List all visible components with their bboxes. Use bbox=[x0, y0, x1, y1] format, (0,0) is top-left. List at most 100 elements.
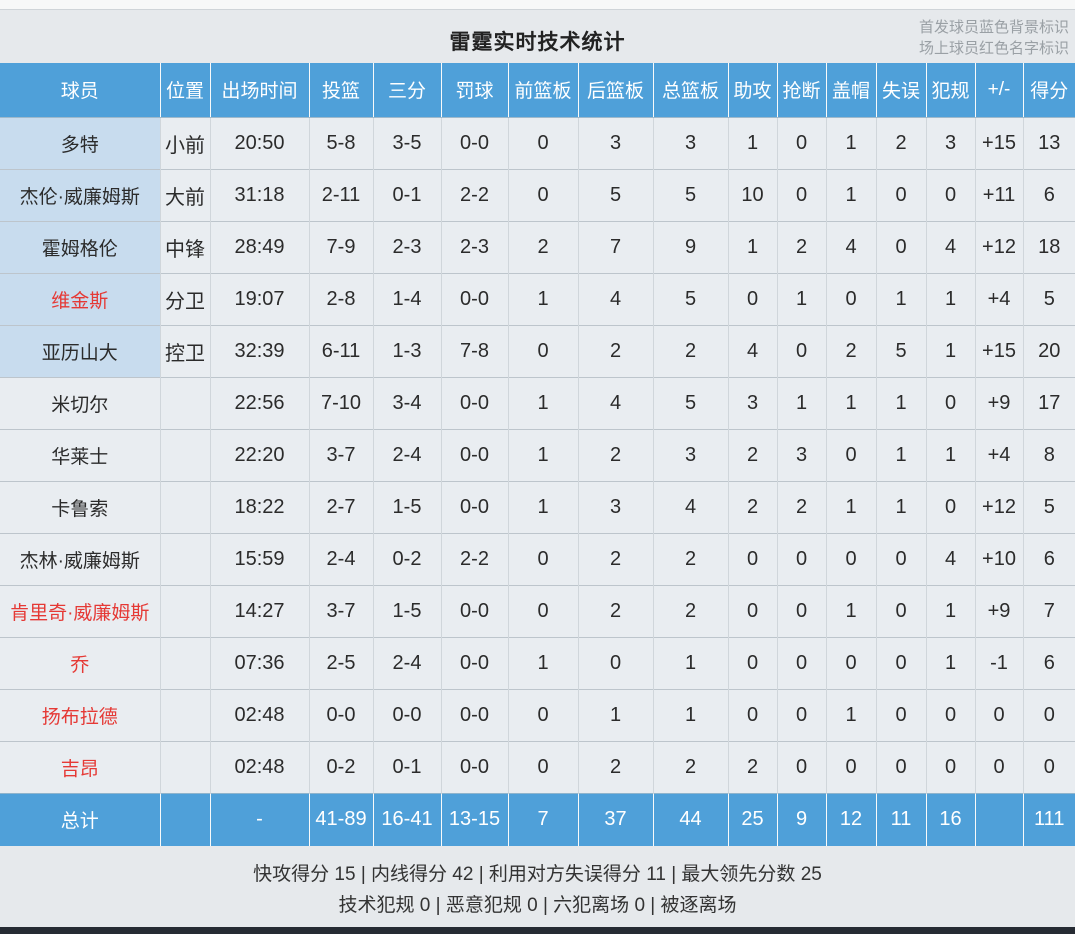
stat-cell: 大前 bbox=[160, 168, 211, 221]
stat-cell: 1 bbox=[926, 272, 976, 325]
stat-cell: +12 bbox=[975, 480, 1024, 533]
stat-cell: 7-10 bbox=[309, 376, 374, 429]
stat-cell: 0 bbox=[777, 324, 827, 377]
team-stats-line-1: 快攻得分 15 | 内线得分 42 | 利用对方失误得分 11 | 最大领先分数… bbox=[253, 864, 822, 885]
stat-cell: 6-11 bbox=[309, 324, 374, 377]
stat-cell: +4 bbox=[975, 428, 1024, 481]
stat-cell: 1 bbox=[728, 220, 778, 273]
stat-cell: 13 bbox=[1023, 117, 1075, 169]
stat-cell: 3 bbox=[728, 376, 778, 429]
stat-cell: 1 bbox=[508, 272, 579, 325]
team-stats-line-2: 技术犯规 0 | 恶意犯规 0 | 六犯离场 0 | 被逐离场 bbox=[338, 895, 737, 916]
player-name-cell: 吉昂 bbox=[0, 740, 161, 793]
stat-cell: 1 bbox=[508, 428, 579, 481]
stat-cell: 0 bbox=[926, 376, 976, 429]
stat-cell: 1 bbox=[508, 636, 579, 689]
stat-cell: 0-0 bbox=[309, 688, 374, 741]
stat-cell: 0 bbox=[508, 168, 579, 221]
stat-cell: 0 bbox=[826, 272, 877, 325]
total-stat-cell bbox=[975, 792, 1024, 846]
stat-cell: 4 bbox=[728, 324, 778, 377]
stat-cell: 0-0 bbox=[441, 584, 509, 637]
stat-cell: 2-8 bbox=[309, 272, 374, 325]
stat-cell bbox=[160, 740, 211, 793]
stat-cell bbox=[160, 480, 211, 533]
player-row: 吉昂 02:48 0-2 0-1 0-0 0 2 2 2 0 0 0 0 0 0 bbox=[0, 740, 1075, 793]
stat-cell: 2-3 bbox=[373, 220, 442, 273]
stat-cell: 2 bbox=[876, 117, 927, 169]
stat-cell: 2-3 bbox=[441, 220, 509, 273]
stat-cell: 0 bbox=[728, 272, 778, 325]
stat-cell: +10 bbox=[975, 532, 1024, 585]
stat-cell: 2 bbox=[826, 324, 877, 377]
total-stat-cell: - bbox=[210, 792, 310, 846]
stat-cell: 2-7 bbox=[309, 480, 374, 533]
stat-cell: 0-1 bbox=[373, 740, 442, 793]
column-header: 投篮 bbox=[309, 63, 374, 118]
stat-cell: 10 bbox=[728, 168, 778, 221]
stat-cell: 2 bbox=[777, 480, 827, 533]
stat-cell: 小前 bbox=[160, 117, 211, 169]
stat-cell: 3 bbox=[653, 117, 729, 169]
page-title: 雷霆实时技术统计 bbox=[449, 31, 626, 54]
stat-cell: 32:39 bbox=[210, 324, 310, 377]
player-row: 乔 07:36 2-5 2-4 0-0 1 0 1 0 0 0 0 1 -1 6 bbox=[0, 636, 1075, 689]
total-stat-cell: 25 bbox=[728, 792, 778, 846]
total-stat-cell: 44 bbox=[653, 792, 729, 846]
total-stat-cell: 11 bbox=[876, 792, 927, 846]
stat-cell: 0 bbox=[926, 740, 976, 793]
player-name-cell: 米切尔 bbox=[0, 376, 161, 429]
stat-cell: 5 bbox=[578, 168, 654, 221]
column-header: 球员 bbox=[0, 63, 161, 118]
stat-cell: 7-9 bbox=[309, 220, 374, 273]
total-row: 总计 -41-89 16-41 13-15 7 37 44 25 9 12 11 16 111 bbox=[0, 792, 1075, 846]
column-header: 得分 bbox=[1023, 63, 1075, 118]
stat-cell: 1 bbox=[508, 376, 579, 429]
stat-cell: 0 bbox=[975, 688, 1024, 741]
stat-cell: 0-1 bbox=[373, 168, 442, 221]
stat-cell: 2-4 bbox=[373, 428, 442, 481]
player-name-cell: 杰林·威廉姆斯 bbox=[0, 532, 161, 585]
stat-cell: 0 bbox=[926, 688, 976, 741]
stat-cell: 2-5 bbox=[309, 636, 374, 689]
stat-cell: 2 bbox=[653, 740, 729, 793]
stat-cell bbox=[160, 688, 211, 741]
stat-cell: 5 bbox=[876, 324, 927, 377]
stat-cell: 1 bbox=[926, 428, 976, 481]
stat-cell: 1 bbox=[653, 636, 729, 689]
player-name-cell: 扬布拉德 bbox=[0, 688, 161, 741]
stat-cell: 5 bbox=[1023, 272, 1075, 325]
stat-cell: 4 bbox=[653, 480, 729, 533]
stat-cell: 1 bbox=[777, 272, 827, 325]
stat-cell: +9 bbox=[975, 376, 1024, 429]
stat-cell: 0 bbox=[1023, 740, 1075, 793]
stat-cell: 0 bbox=[876, 168, 927, 221]
team-stats-footer: 快攻得分 15 | 内线得分 42 | 利用对方失误得分 11 | 最大领先分数… bbox=[0, 846, 1075, 921]
stat-cell: 0 bbox=[508, 584, 579, 637]
player-name-cell: 乔 bbox=[0, 636, 161, 689]
stat-cell: 0 bbox=[777, 117, 827, 169]
stat-cell: -1 bbox=[975, 636, 1024, 689]
stat-cell: 18:22 bbox=[210, 480, 310, 533]
stat-cell: 1 bbox=[876, 376, 927, 429]
stat-cell: 1-3 bbox=[373, 324, 442, 377]
stat-cell: 0-0 bbox=[441, 740, 509, 793]
stat-cell: 4 bbox=[926, 532, 976, 585]
bottom-bar bbox=[0, 927, 1075, 934]
stat-cell: 0 bbox=[508, 740, 579, 793]
stat-cell: 1 bbox=[777, 376, 827, 429]
player-row: 扬布拉德 02:48 0-0 0-0 0-0 0 1 1 0 0 1 0 0 0 0 bbox=[0, 688, 1075, 741]
stat-cell: 2 bbox=[578, 324, 654, 377]
stats-table: 球员 位置 出场时间 投篮 三分 罚球 前篮板 后篮板 总篮板 助攻 抢断 盖帽 失误 犯规 +/- 得分 多… bbox=[0, 63, 1075, 846]
table-body: 多特 小前 20:50 5-8 3-5 0-0 0 3 3 1 0 1 2 3 +15 13 杰伦·威廉姆斯 大前… bbox=[0, 117, 1075, 846]
top-strip bbox=[0, 0, 1075, 10]
player-name-cell: 华莱士 bbox=[0, 428, 161, 481]
stat-cell: +15 bbox=[975, 324, 1024, 377]
total-label-cell: 总计 bbox=[0, 792, 161, 846]
stat-cell: 0 bbox=[777, 636, 827, 689]
stat-cell: 2-4 bbox=[309, 532, 374, 585]
stat-cell: 02:48 bbox=[210, 740, 310, 793]
stat-cell: 4 bbox=[826, 220, 877, 273]
stat-cell: 1 bbox=[926, 324, 976, 377]
stat-cell: 3 bbox=[926, 117, 976, 169]
